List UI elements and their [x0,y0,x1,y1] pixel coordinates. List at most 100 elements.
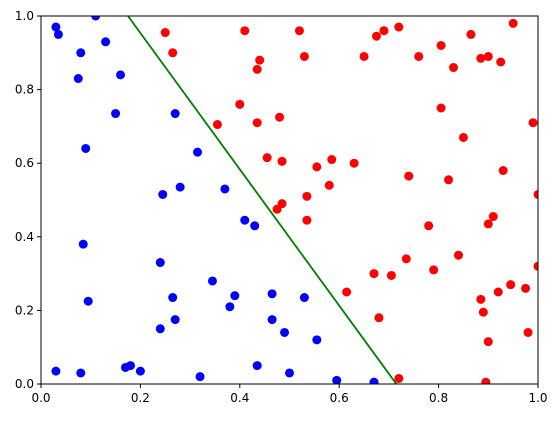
y-tick-label: 0.8 [15,83,34,97]
point [498,166,508,176]
point [158,189,168,199]
point [508,18,518,28]
point [371,31,381,41]
point [76,368,86,378]
point [160,28,170,38]
point [73,74,83,84]
point [327,155,337,165]
point [401,254,411,264]
point [429,265,439,275]
point [424,221,434,231]
point [51,366,61,376]
point [342,287,352,297]
point [299,293,309,303]
point [193,147,203,157]
x-tick-label: 0.4 [230,391,249,405]
point [91,16,101,21]
point [523,327,533,337]
point [312,162,322,172]
point [324,180,334,190]
point [386,270,396,280]
y-tick-label: 0.2 [15,303,34,317]
point [332,375,342,384]
y-tick-label: 0.0 [15,377,34,391]
point [240,26,250,36]
point [252,64,262,74]
point [240,215,250,225]
point [277,156,287,166]
point [252,118,262,128]
point [252,361,262,371]
point [155,258,165,268]
point [225,302,235,312]
point [78,239,88,249]
point [235,99,245,109]
point [379,26,389,36]
point [175,182,185,192]
point [444,175,454,185]
point [285,368,294,378]
point [135,366,145,376]
point [277,199,287,209]
point [302,191,312,201]
point [302,215,312,225]
point [449,63,459,73]
point [262,153,272,163]
point [453,250,463,260]
point [476,294,486,304]
point [170,315,180,325]
point [207,276,217,286]
point [493,287,503,297]
point [436,103,446,113]
y-tick-label: 1.0 [15,9,34,23]
point [195,372,205,382]
point [506,280,516,290]
point [299,51,309,61]
point [76,48,86,58]
x-tick-label: 0.2 [131,391,150,405]
x-tick-label: 1.0 [528,391,547,405]
point [267,289,277,299]
point [404,171,414,181]
point [349,158,359,168]
point [528,118,538,128]
x-tick-label: 0.6 [330,391,349,405]
point [294,26,304,36]
point [280,327,290,337]
point [496,57,506,67]
x-tick-label: 0.8 [429,391,448,405]
point [476,53,486,63]
point [394,373,404,383]
point [359,51,369,61]
point [116,70,126,80]
line [127,16,398,384]
point [483,337,493,347]
point [230,291,240,301]
point [483,51,493,61]
point [275,112,285,122]
point [170,109,180,119]
point [101,37,111,47]
point [374,313,384,323]
point [369,269,379,279]
point [533,261,538,271]
point [521,283,531,293]
point [483,219,493,229]
y-tick-label: 0.6 [15,156,34,170]
point [220,184,230,194]
point [369,377,379,384]
x-tick-label: 0.0 [31,391,50,405]
point [481,377,491,384]
y-tick-label: 0.4 [15,230,34,244]
point [255,55,265,65]
point [533,189,538,199]
point [168,293,178,303]
point [168,48,178,58]
point [267,315,277,325]
point [155,324,165,334]
point [250,221,260,231]
point [458,132,468,142]
point [436,40,446,50]
point [488,212,498,222]
